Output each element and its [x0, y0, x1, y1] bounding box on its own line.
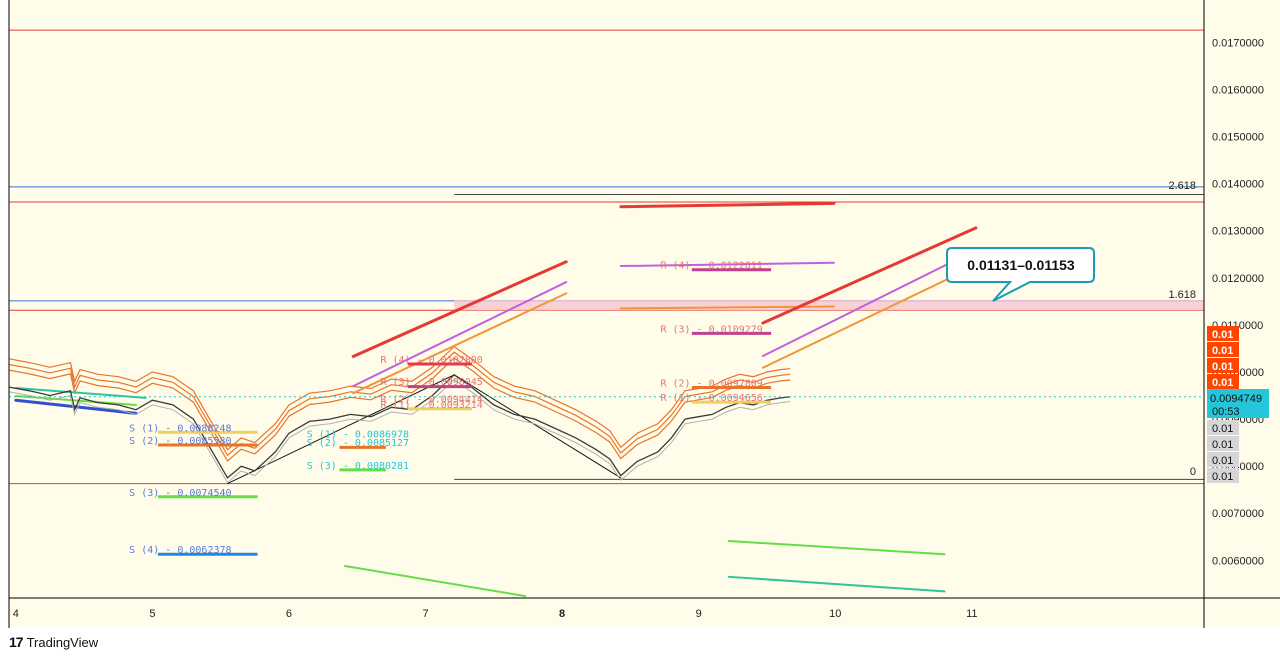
pivot-label: S (3) - 0.0080281 [307, 461, 409, 472]
pivot-label: S (1) - 0.0086978 [307, 429, 409, 440]
trend-line [727, 575, 946, 593]
trend-line [727, 540, 946, 556]
tradingview-logo-icon: 17 [9, 634, 24, 650]
price-tag-grey [1207, 452, 1239, 467]
pivot-label: R (4) - 0.0122811 [660, 261, 762, 272]
x-tick-label: 9 [696, 608, 702, 620]
y-tick-label: 0.0130000 [1212, 226, 1264, 238]
trend-line [453, 374, 622, 479]
trend-line [761, 264, 977, 369]
trend-line [619, 261, 835, 268]
pivot-label: R (3) - 0.0109279 [660, 324, 762, 335]
x-tick-label: 7 [422, 608, 428, 620]
pivot-label: R (4) - 0.0102800 [380, 355, 482, 366]
y-tick-label: 0.0140000 [1212, 179, 1264, 191]
fib-level-label: 2.618 [1168, 180, 1196, 192]
fib-zone-callout[interactable]: 0.01131–0.01153 [946, 247, 1095, 302]
y-tick-label: 0.0060000 [1212, 555, 1264, 567]
price-tag-orange [1207, 326, 1239, 341]
trend-line [343, 564, 527, 598]
trend-line [351, 260, 568, 358]
fib-level-label: 1.618 [1168, 289, 1196, 301]
callout-text: 0.01131–0.01153 [967, 257, 1075, 273]
envelope-band-line [8, 357, 791, 462]
y-tick-label: 0.0070000 [1212, 508, 1264, 520]
price-tag-text: 0.01 [1212, 345, 1233, 357]
pivot-label: S (2) - 0.0085127 [307, 438, 409, 449]
x-tick-label: 10 [829, 608, 841, 620]
watermark-text: TradingView [26, 634, 99, 650]
trend-line [352, 281, 568, 388]
price-tag-text: 0.01 [1212, 329, 1233, 341]
x-tick-label: 8 [559, 608, 565, 620]
price-axis-background [1204, 0, 1280, 598]
price-tag-orange [1207, 342, 1239, 357]
moving-average-line [8, 378, 791, 484]
x-tick-label: 5 [149, 608, 155, 620]
price-tag-grey [1207, 420, 1239, 435]
plot-background [9, 0, 1204, 598]
current-price-badge [1207, 389, 1269, 418]
pivot-label: R (3) - 0.0098045 [380, 377, 482, 388]
pivot-label: S (1) - 0.0088248 [129, 423, 231, 434]
time-axis-background [9, 598, 1280, 628]
trend-line [14, 394, 138, 406]
trend-line [761, 226, 978, 325]
price-line [8, 373, 791, 479]
callout-box [946, 247, 1095, 302]
y-tick-label: 0.0160000 [1212, 84, 1264, 96]
trend-line [352, 292, 568, 395]
price-tag-orange [1207, 374, 1239, 389]
x-tick-label: 11 [966, 608, 977, 620]
pivot-label: R (1) - 0.0093214 [380, 400, 482, 411]
x-tick-label: 4 [13, 608, 19, 620]
x-tick-label: 6 [286, 608, 292, 620]
price-tag-orange [1207, 358, 1239, 373]
y-tick-label: 0.0120000 [1212, 273, 1264, 285]
envelope-band-line [8, 345, 791, 451]
tradingview-watermark[interactable]: 17 TradingView [9, 634, 98, 650]
pivot-label: S (4) - 0.0062378 [129, 545, 231, 556]
countdown-text: 00:53 [1212, 406, 1240, 418]
fib-level-label: 0 [1190, 466, 1196, 478]
current-price-text: 0.0094749 [1210, 393, 1262, 405]
price-tag-text: 0.01 [1212, 455, 1233, 467]
price-tag-text: 0.01 [1212, 423, 1233, 435]
y-tick-label: 0.0150000 [1212, 132, 1264, 144]
price-tag-grey [1207, 436, 1239, 451]
envelope-band-line [8, 351, 791, 457]
price-tag-text: 0.01 [1212, 439, 1233, 451]
trend-line [14, 386, 147, 399]
pivot-label: R (1) - 0.0094656 [660, 393, 762, 404]
pivot-label: R (2) - 0.0094414 [380, 394, 482, 405]
pivot-label: S (3) - 0.0074540 [129, 488, 231, 499]
price-tag-text: 0.01 [1212, 377, 1233, 389]
trend-line [761, 249, 977, 357]
pivot-label: R (2) - 0.0097809 [660, 378, 762, 389]
trend-line [619, 201, 836, 209]
pivot-label: S (2) - 0.0085580 [129, 436, 231, 447]
price-tag-text: 0.01 [1212, 361, 1233, 373]
price-tag-text: 0.01 [1212, 471, 1233, 483]
fib-zone-band [454, 299, 1204, 311]
y-tick-label: 0.0170000 [1212, 37, 1264, 49]
price-tag-grey [1207, 468, 1239, 483]
